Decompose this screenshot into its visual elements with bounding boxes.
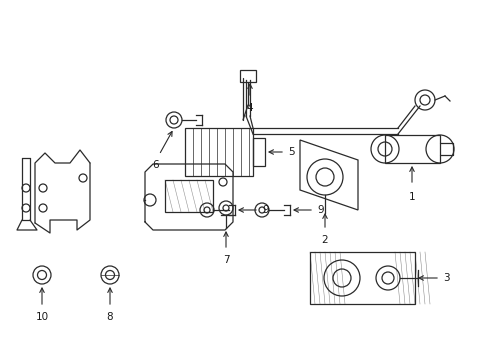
Text: 2: 2 [322, 235, 328, 245]
Text: 3: 3 [443, 273, 450, 283]
Bar [310, 252, 415, 304]
Text: 4: 4 [246, 103, 253, 113]
Bar [385, 135, 440, 163]
Text: 9: 9 [317, 205, 323, 215]
Bar [165, 180, 213, 212]
Text: 10: 10 [35, 312, 49, 322]
Text: 1: 1 [409, 192, 416, 202]
Bar [253, 138, 265, 166]
Bar [185, 128, 253, 176]
Bar [240, 70, 256, 82]
Text: 5: 5 [288, 147, 294, 157]
Text: 6: 6 [153, 160, 159, 170]
Text: 7: 7 [222, 255, 229, 265]
Text: 9: 9 [262, 205, 269, 215]
Text: 8: 8 [107, 312, 113, 322]
